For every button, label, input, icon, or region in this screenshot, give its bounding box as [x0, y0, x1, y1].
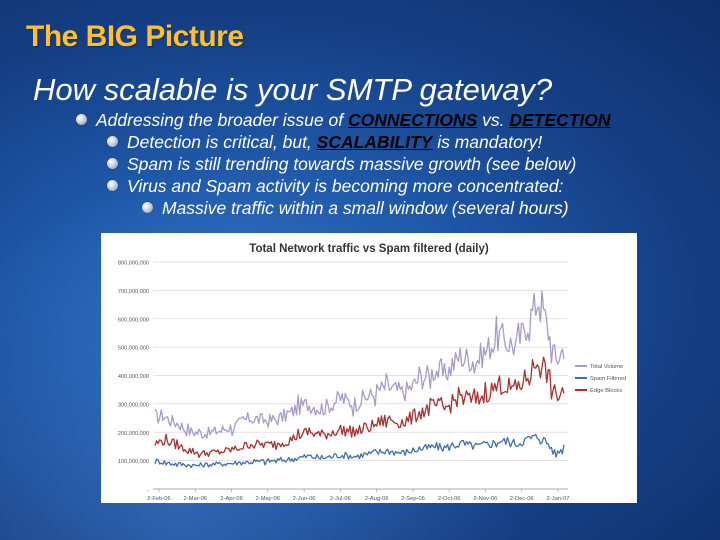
bullet-icon [76, 114, 87, 125]
y-axis-labels: 800,000,000 700,000,000 600,000,000 500,000… [118, 261, 149, 494]
bullet-1-pre: Addressing the broader issue of [96, 110, 348, 130]
chart-grid [153, 261, 568, 492]
bullet-5-text: Massive traffic within a small window (s… [162, 198, 569, 218]
x-tick-label: 2-Aug-06 [365, 496, 389, 502]
bullet-2: Detection is critical, but, SCALABILITY … [107, 131, 543, 153]
x-tick-label: 2-Oct-06 [438, 496, 461, 502]
chart-title: Total Network traffic vs Spam filtered (… [249, 243, 489, 255]
traffic-chart: Total Network traffic vs Spam filtered (… [118, 243, 626, 502]
x-tick-label: 2-Nov-06 [474, 496, 498, 502]
chart-series [154, 290, 565, 469]
legend-label: Total Volume [590, 364, 623, 370]
bullet-2-post: is mandatory! [432, 132, 543, 152]
y-tick-label: 500,000,000 [118, 346, 149, 352]
x-tick-label: 2-Dec-06 [510, 496, 534, 502]
x-axis-labels: 2-Feb-06 2-Mar-06 2-Apr-06 2-May-06 2-Jun-06… [147, 496, 569, 502]
bullet-3: Spam is still trending towards massive g… [107, 153, 577, 175]
y-tick-label: 300,000,000 [118, 402, 149, 408]
legend-label: Spam Filtered [590, 376, 626, 382]
slide-title: The BIG Picture [26, 20, 244, 53]
bullet-icon [107, 180, 118, 191]
x-tick-label: 2-Sep-06 [401, 496, 425, 502]
x-tick-label: 2-Jan-07 [547, 496, 570, 502]
y-tick-label: 100,000,000 [118, 459, 149, 465]
x-tick-label: 2-Mar-06 [184, 496, 208, 502]
y-tick-label: 700,000,000 [118, 289, 149, 295]
slide-subtitle: How scalable is your SMTP gateway? [33, 72, 553, 107]
y-tick-label: 400,000,000 [118, 374, 149, 380]
y-tick-label: 800,000,000 [118, 261, 149, 267]
series-line-total-volume [154, 290, 565, 439]
y-tick-label: - [147, 488, 149, 494]
legend-label: Edge Blocks [590, 388, 622, 394]
bullet-1-em2: DETECTION [509, 110, 611, 130]
bullet-1-em1: CONNECTIONS [347, 110, 478, 130]
bullet-3-text: Spam is still trending towards massive g… [127, 154, 577, 174]
bullet-5: Massive traffic within a small window (s… [142, 197, 569, 219]
bullet-2-pre: Detection is critical, but, [127, 132, 317, 152]
x-tick-label: 2-Jul-06 [330, 496, 351, 502]
bullet-2-em1: SCALABILITY [316, 132, 433, 152]
bullet-1-mid: vs. [477, 110, 510, 130]
bullet-1: Addressing the broader issue of CONNECTI… [76, 109, 611, 131]
chart-legend: Total Volume Spam Filtered Edge Blocks [575, 364, 626, 394]
x-tick-label: 2-Apr-06 [220, 496, 243, 502]
bullet-icon [107, 136, 118, 147]
bullet-icon [107, 158, 118, 169]
y-tick-label: 200,000,000 [118, 431, 149, 437]
x-tick-label: 2-May-06 [256, 496, 280, 502]
x-tick-label: 2-Feb-06 [147, 496, 171, 502]
x-tick-label: 2-Jun-06 [293, 496, 316, 502]
y-tick-label: 600,000,000 [118, 317, 149, 323]
bullet-4: Virus and Spam activity is becoming more… [107, 175, 564, 197]
bullet-4-text: Virus and Spam activity is becoming more… [127, 176, 564, 196]
chart-panel: Total Network traffic vs Spam filtered (… [101, 233, 637, 503]
bullet-icon [142, 202, 153, 213]
series-line-spam-filtered [154, 433, 565, 469]
series-line-edge-blocks [154, 356, 565, 459]
